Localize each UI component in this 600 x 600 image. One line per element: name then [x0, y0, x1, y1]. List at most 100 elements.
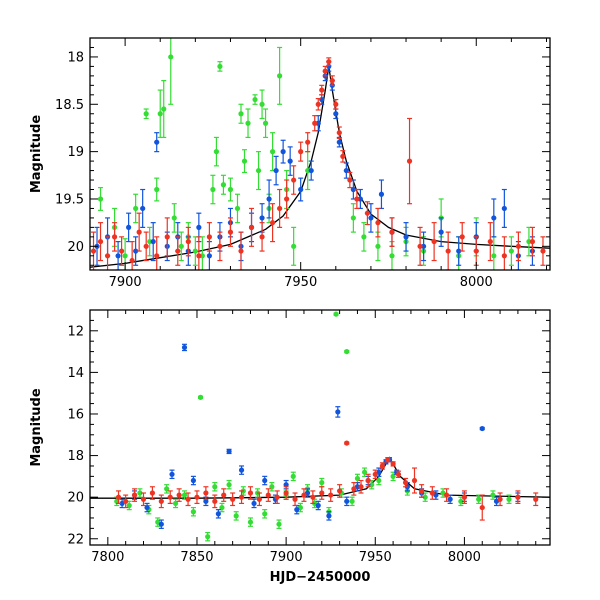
data-point — [308, 167, 314, 174]
data-point — [365, 477, 371, 484]
data-point — [291, 177, 297, 183]
data-point — [284, 196, 290, 202]
data-point — [389, 253, 395, 259]
data-point — [378, 191, 385, 197]
data-point — [329, 78, 335, 84]
data-point — [119, 248, 125, 254]
data-point — [301, 492, 307, 498]
data-point — [319, 480, 325, 486]
data-point — [197, 394, 204, 400]
data-point — [248, 224, 255, 230]
data-point — [312, 120, 318, 126]
data-point — [164, 234, 170, 240]
data-point — [290, 473, 296, 479]
data-point — [277, 205, 283, 212]
data-point — [429, 490, 435, 496]
data-point — [149, 490, 156, 496]
data-point — [185, 238, 191, 245]
data-point — [395, 471, 402, 477]
data-point — [479, 504, 485, 511]
data-point — [335, 409, 341, 415]
data-point — [438, 229, 444, 235]
bottom-y-tick-label: 16 — [67, 407, 84, 422]
data-point — [269, 149, 276, 155]
top-y-axis-label: Magnitude — [29, 115, 44, 194]
data-point — [238, 467, 245, 473]
data-point — [143, 111, 149, 117]
bottom-x-tick-label: 7800 — [91, 550, 124, 565]
data-point — [178, 243, 184, 249]
data-point — [287, 158, 293, 164]
data-point — [157, 111, 163, 117]
data-point — [459, 234, 465, 240]
data-point — [326, 59, 332, 65]
bottom-plot-area — [90, 311, 550, 542]
data-point — [161, 106, 167, 112]
data-point — [443, 492, 450, 498]
data-point — [206, 253, 212, 259]
data-point — [375, 220, 381, 226]
data-point — [238, 248, 244, 254]
data-point — [269, 220, 276, 226]
data-point — [217, 243, 223, 249]
bottom-x-axis-label: HJD−2450000 — [270, 570, 371, 585]
top-x-tick-label: 7900 — [109, 275, 142, 290]
bottom-y-tick-label: 18 — [67, 449, 84, 464]
data-point — [259, 234, 265, 240]
data-point — [221, 492, 227, 498]
data-point — [245, 120, 251, 126]
data-point — [326, 513, 332, 519]
data-point — [111, 234, 118, 240]
top-x-tick-label: 8000 — [460, 275, 493, 290]
data-point — [196, 253, 202, 259]
data-point — [158, 521, 164, 527]
bottom-y-tick-label: 22 — [67, 532, 84, 547]
data-point — [368, 215, 374, 221]
data-point — [123, 498, 129, 504]
data-point — [262, 120, 269, 126]
data-point — [292, 496, 298, 502]
data-point — [90, 248, 97, 254]
data-point — [375, 243, 381, 249]
data-point — [176, 492, 182, 498]
data-point — [319, 490, 325, 496]
data-point — [129, 257, 135, 264]
bottom-series-blue — [119, 343, 521, 529]
data-point — [305, 139, 311, 145]
bottom-series-red — [115, 440, 539, 521]
data-point — [247, 490, 254, 496]
data-point — [167, 494, 173, 500]
data-point — [169, 471, 175, 477]
data-point — [259, 215, 265, 221]
top-y-tick-label: 19 — [67, 145, 84, 160]
data-point — [277, 73, 283, 79]
data-point — [344, 348, 350, 355]
data-point — [259, 101, 265, 107]
data-point — [291, 243, 297, 249]
data-point — [358, 484, 364, 490]
data-point — [234, 205, 241, 212]
data-point — [361, 234, 367, 240]
data-point — [310, 494, 316, 500]
bottom-x-tick-label: 7950 — [359, 550, 392, 565]
data-point — [506, 496, 512, 502]
data-point — [172, 500, 179, 507]
data-point — [533, 496, 539, 502]
data-point — [322, 68, 328, 74]
data-point — [487, 238, 493, 245]
data-point — [354, 196, 360, 202]
data-point — [262, 477, 268, 484]
top-y-tick-label: 20 — [67, 240, 84, 255]
data-point — [126, 502, 132, 509]
data-point — [251, 500, 257, 507]
data-point — [230, 496, 236, 502]
bottom-y-tick-label: 12 — [67, 324, 84, 339]
data-point — [115, 494, 122, 500]
data-point — [350, 215, 356, 221]
data-point — [491, 215, 497, 221]
data-point — [280, 149, 286, 155]
data-point — [529, 238, 536, 245]
data-point — [411, 477, 418, 484]
data-point — [269, 484, 275, 490]
data-point — [333, 311, 339, 317]
